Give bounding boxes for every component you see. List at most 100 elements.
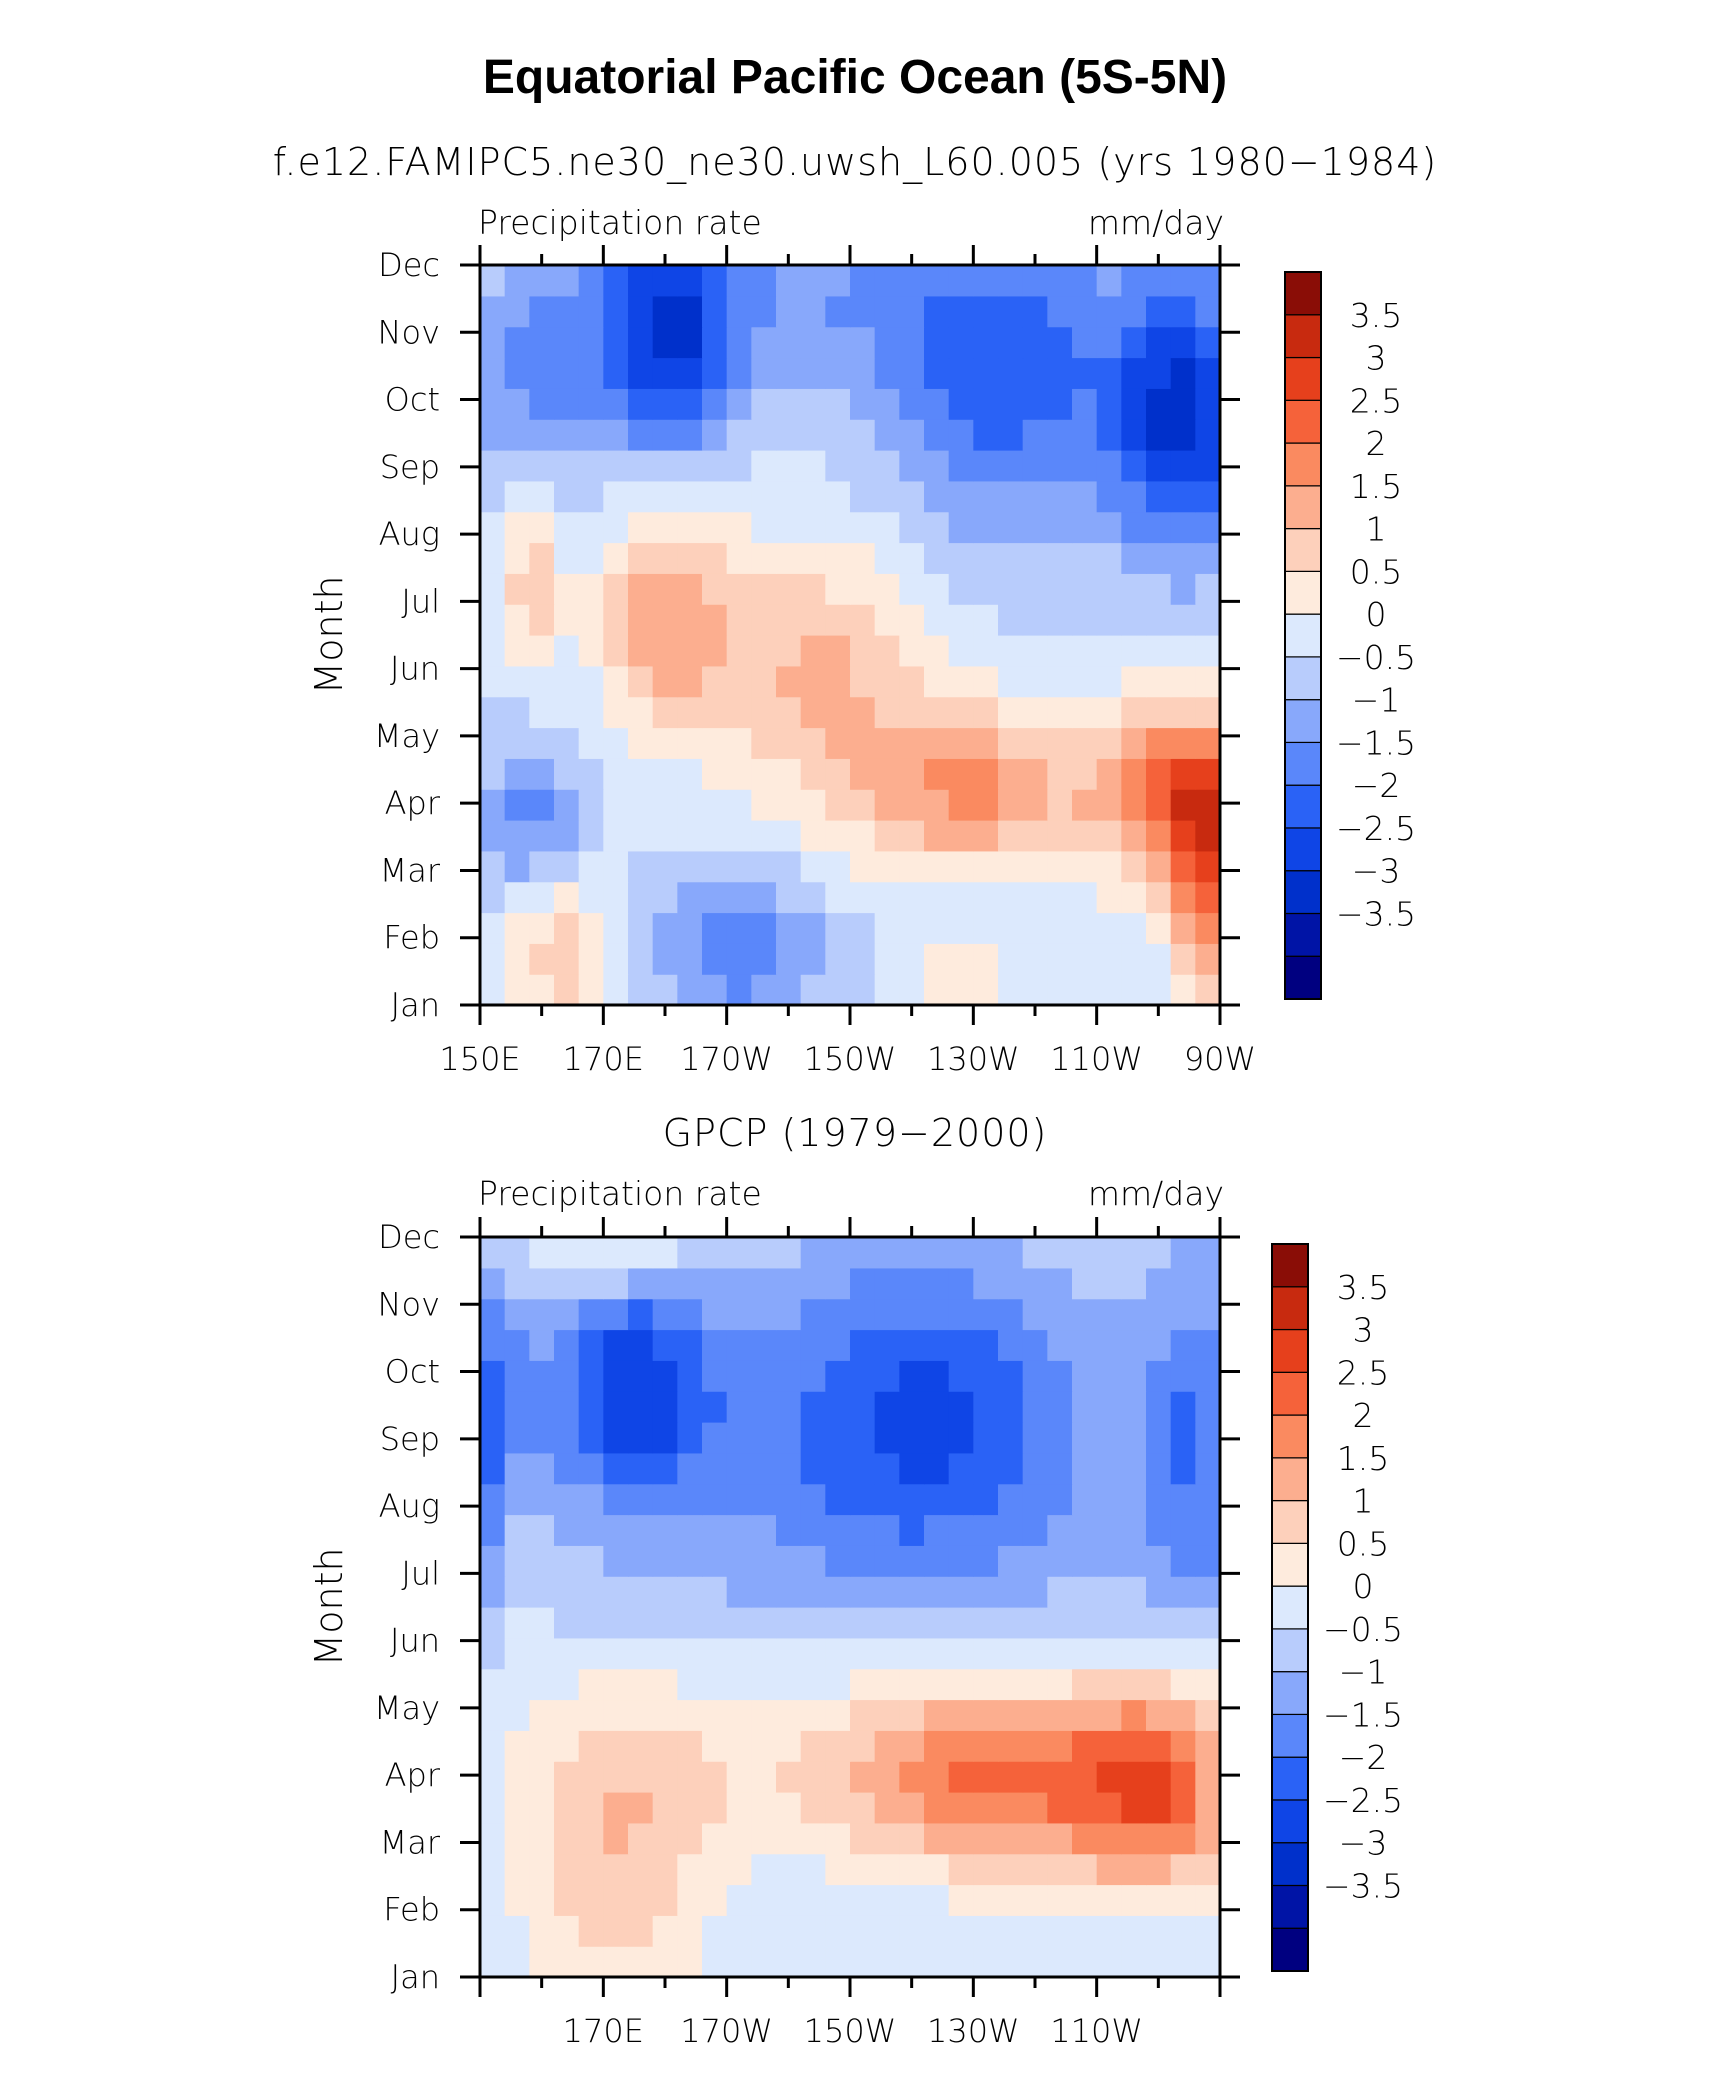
panel-bottom-right-label: mm/day: [1088, 1174, 1224, 1213]
field-cell: [800, 1822, 826, 1855]
field-cell: [628, 1452, 654, 1485]
field-cell: [1146, 1237, 1172, 1269]
field-cell: [1146, 295, 1172, 328]
colorbar-swatch: [1271, 1842, 1309, 1887]
field-cell: [677, 1637, 703, 1670]
field-cell: [899, 974, 925, 1005]
field-cell: [1072, 1822, 1098, 1855]
field-cell: [825, 696, 851, 729]
field-cell: [702, 1946, 728, 1977]
field-cell: [1047, 696, 1073, 729]
field-cell: [652, 1514, 678, 1546]
field-cell: [874, 789, 900, 821]
field-cell: [776, 850, 802, 883]
field-cell: [948, 542, 974, 574]
field-cell: [1047, 665, 1073, 698]
field-cell: [973, 789, 999, 821]
field-cell: [850, 295, 876, 328]
precip-field-top: [480, 265, 1220, 1005]
field-cell: [1121, 1699, 1147, 1731]
field-cell: [948, 665, 974, 698]
field-cell: [973, 1761, 999, 1793]
field-cell: [751, 1668, 777, 1701]
colorbar-swatch: [1284, 314, 1322, 359]
field-cell: [998, 542, 1024, 574]
field-cell: [1072, 1422, 1098, 1454]
field-cell: [948, 789, 974, 821]
field-cell: [751, 388, 777, 420]
field-cell: [948, 1483, 974, 1516]
colorbar-label: −0.5: [1336, 638, 1416, 677]
field-cell: [628, 1607, 654, 1639]
field-cell: [1195, 1422, 1220, 1454]
field-cell: [800, 542, 826, 574]
field-cell: [973, 1483, 999, 1516]
field-cell: [1047, 881, 1073, 914]
field-cell: [825, 295, 851, 328]
field-cell: [726, 1298, 752, 1331]
field-cell: [874, 1792, 900, 1824]
field-cell: [529, 727, 555, 759]
colorbar-label: −2.5: [1323, 1781, 1403, 1820]
field-cell: [1022, 1237, 1048, 1269]
field-cell: [578, 604, 604, 636]
field-cell: [973, 450, 999, 482]
field-cell: [800, 511, 826, 544]
x-tick-label: 170W: [680, 1040, 773, 1078]
field-cell: [1170, 974, 1196, 1005]
field-cell: [825, 1853, 851, 1886]
field-cell: [948, 1329, 974, 1361]
field-cell: [948, 1607, 974, 1639]
field-cell: [751, 974, 777, 1005]
field-cell: [726, 820, 752, 852]
field-cell: [726, 943, 752, 975]
field-cell: [800, 295, 826, 328]
field-cell: [1170, 1946, 1196, 1977]
field-cell: [1121, 542, 1147, 574]
field-cell: [899, 758, 925, 790]
field-cell: [652, 1699, 678, 1731]
y-tick-label: Apr: [385, 1756, 441, 1794]
colorbar-label: −3.5: [1323, 1866, 1403, 1905]
field-cell: [1096, 1545, 1122, 1577]
field-cell: [1096, 388, 1122, 420]
field-cell: [850, 1298, 876, 1331]
field-cell: [998, 295, 1024, 328]
field-cell: [1121, 1576, 1147, 1608]
field-cell: [603, 727, 629, 759]
field-cell: [628, 665, 654, 698]
field-cell: [1072, 1483, 1098, 1516]
field-cell: [973, 1329, 999, 1361]
field-cell: [776, 1298, 802, 1331]
field-cell: [529, 1792, 555, 1824]
field-cell: [702, 1637, 728, 1670]
field-cell: [1170, 573, 1196, 605]
field-cell: [800, 1267, 826, 1300]
field-cell: [480, 1915, 506, 1947]
field-cell: [702, 1452, 728, 1485]
y-tick-label: Jul: [401, 582, 440, 620]
field-cell: [1146, 1699, 1172, 1731]
field-cell: [825, 357, 851, 389]
field-cell: [1096, 665, 1122, 698]
field-cell: [1047, 789, 1073, 821]
field-cell: [578, 943, 604, 975]
field-cell: [998, 1699, 1024, 1731]
field-cell: [554, 943, 580, 975]
field-cell: [825, 1452, 851, 1485]
field-cell: [973, 604, 999, 636]
field-cell: [1072, 850, 1098, 883]
field-cell: [800, 912, 826, 944]
field-cell: [554, 912, 580, 944]
field-cell: [726, 604, 752, 636]
field-cell: [1121, 1946, 1147, 1977]
field-cell: [1047, 1237, 1073, 1269]
field-cell: [578, 1514, 604, 1546]
field-cell: [726, 1668, 752, 1701]
colorbar-label: 2.5: [1337, 1353, 1389, 1392]
x-tick-label: 150E: [439, 1040, 520, 1078]
field-cell: [948, 1422, 974, 1454]
field-cell: [480, 265, 506, 297]
field-cell: [1146, 1391, 1172, 1423]
field-cell: [1146, 1884, 1172, 1916]
